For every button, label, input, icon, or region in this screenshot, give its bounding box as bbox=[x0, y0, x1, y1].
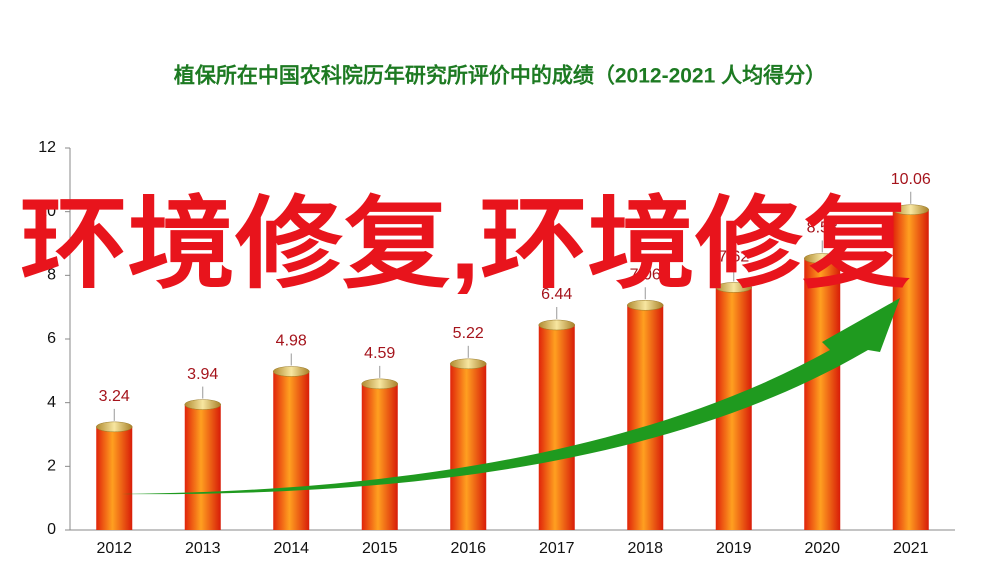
x-tick-label: 2018 bbox=[627, 540, 663, 557]
x-tick-label: 2013 bbox=[185, 540, 221, 557]
chart-title: 植保所在中国农科院历年研究所评价中的成绩（2012-2021 人均得分） bbox=[174, 64, 826, 88]
bar bbox=[184, 404, 221, 530]
value-label: 4.59 bbox=[364, 345, 395, 362]
y-tick-label: 10 bbox=[38, 203, 56, 220]
value-label: 5.22 bbox=[453, 325, 484, 342]
bar bbox=[450, 363, 487, 530]
bar-cap bbox=[715, 282, 752, 293]
bar-cap bbox=[361, 378, 398, 390]
bar-cap bbox=[627, 300, 664, 311]
bar-cap bbox=[804, 253, 841, 264]
bar-cap bbox=[184, 399, 221, 410]
value-label: 4.98 bbox=[276, 333, 307, 350]
bar-cap bbox=[538, 319, 575, 331]
bar bbox=[273, 371, 310, 530]
value-label: 3.24 bbox=[99, 388, 130, 405]
bar-cap bbox=[96, 421, 133, 433]
y-tick-label: 6 bbox=[47, 330, 56, 347]
y-tick-label: 8 bbox=[47, 267, 56, 284]
bar bbox=[892, 209, 929, 531]
bar-cap bbox=[450, 358, 487, 370]
x-tick-label: 2014 bbox=[273, 540, 309, 557]
bar bbox=[627, 305, 664, 530]
value-label: 10.06 bbox=[891, 171, 931, 188]
value-label: 7.06 bbox=[630, 266, 661, 283]
x-tick-label: 2012 bbox=[96, 540, 132, 557]
bars: 3.24 3.94 4.98 4.59 5.22 6.44 7.06 7.62 8.53 10.0… bbox=[96, 171, 931, 531]
value-label: 3.94 bbox=[187, 366, 218, 383]
bar-cap bbox=[892, 204, 929, 216]
x-tick-label: 2020 bbox=[804, 540, 840, 557]
bar bbox=[361, 383, 398, 530]
x-tick-label: 2016 bbox=[450, 540, 486, 557]
x-tick-label: 2015 bbox=[362, 540, 398, 557]
value-label: 8.53 bbox=[807, 220, 838, 237]
y-tick-label: 4 bbox=[47, 394, 56, 411]
bar bbox=[538, 324, 575, 530]
x-tick-label: 2021 bbox=[893, 540, 929, 557]
y-tick-label: 2 bbox=[47, 458, 56, 475]
overlay-text: 环境修复,环境修复 bbox=[20, 188, 910, 300]
y-tick-label: 12 bbox=[38, 139, 56, 156]
bar-cap bbox=[273, 366, 310, 377]
value-label: 6.44 bbox=[541, 286, 572, 303]
y-tick-label: 0 bbox=[47, 521, 56, 538]
x-tick-label: 2019 bbox=[716, 540, 752, 557]
value-label: 7.62 bbox=[718, 249, 749, 266]
bar bbox=[804, 258, 841, 530]
x-tick-label: 2017 bbox=[539, 540, 575, 557]
trend-arrow bbox=[115, 298, 900, 495]
bar bbox=[96, 426, 133, 530]
